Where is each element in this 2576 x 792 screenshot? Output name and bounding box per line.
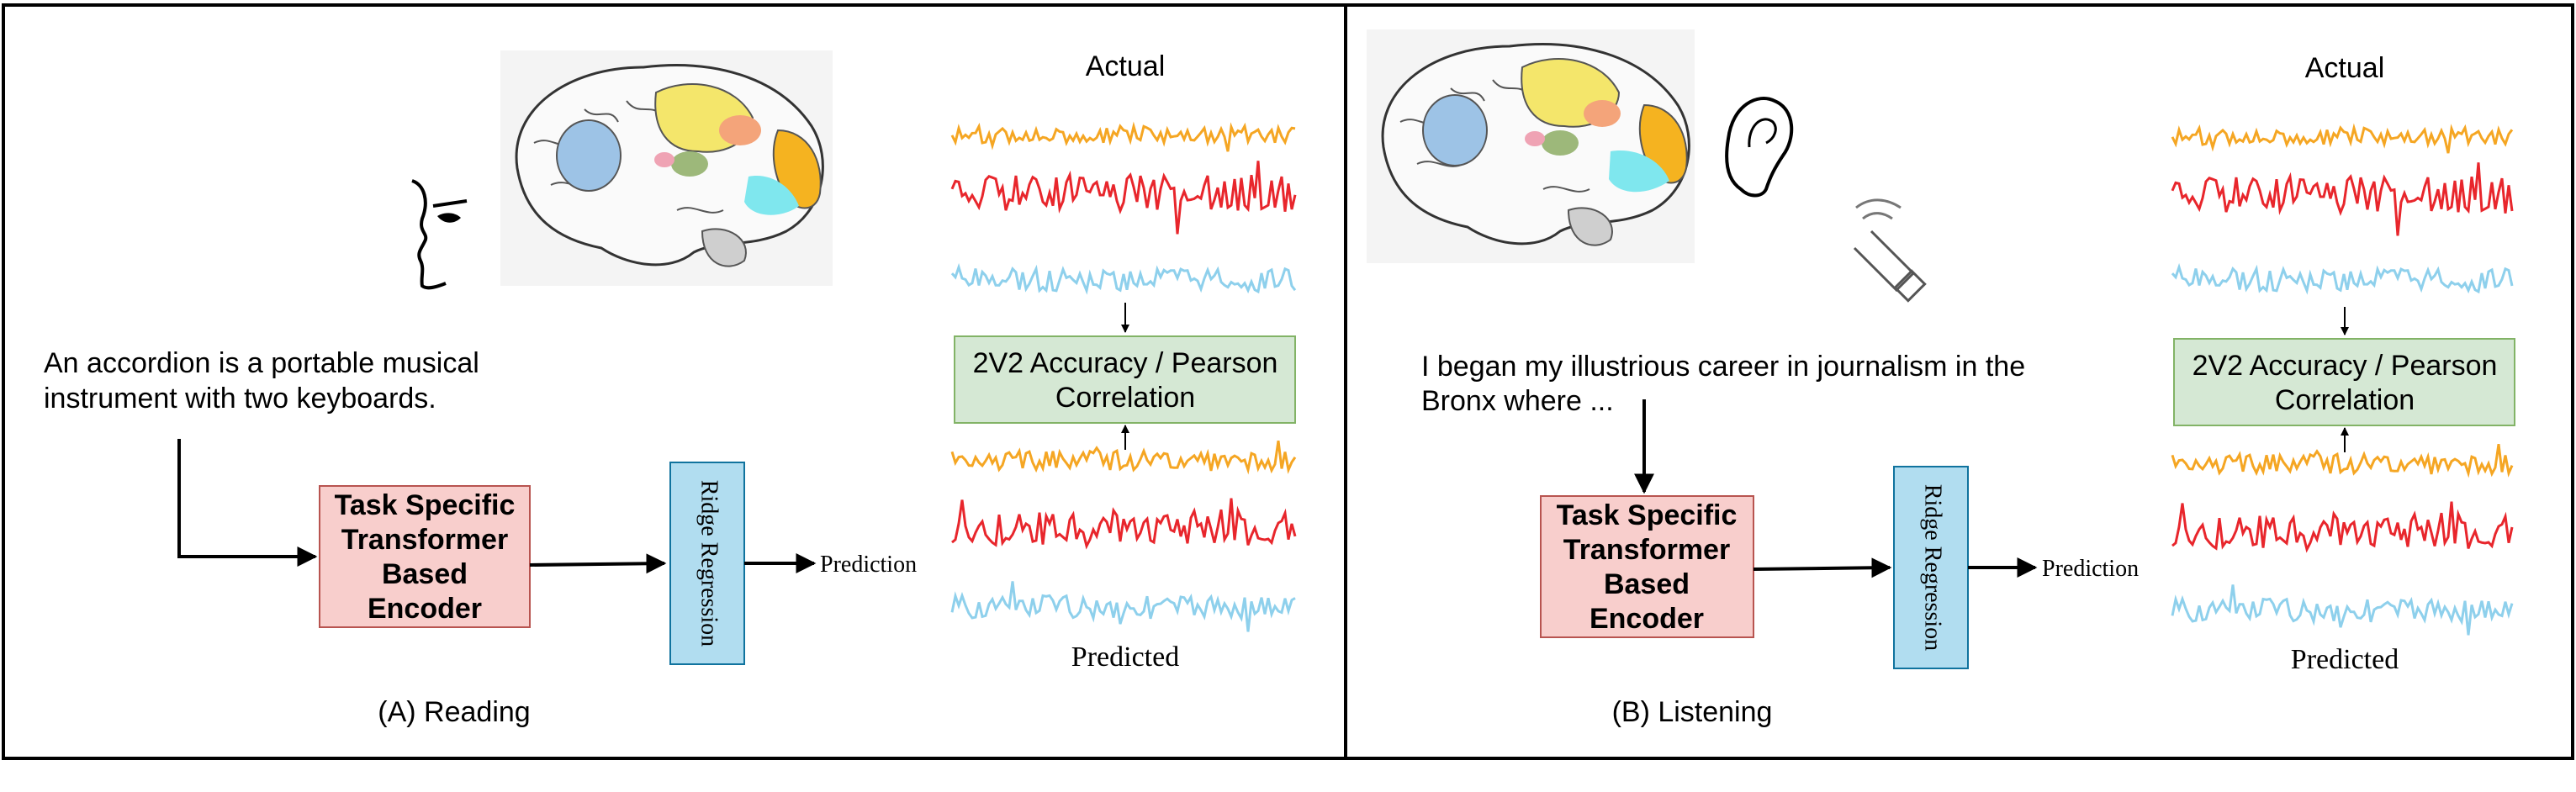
metric-label-line-2-listening: Correlation <box>2275 384 2415 416</box>
metric-label-line-1-listening: 2V2 Accuracy / Pearson <box>2193 350 2498 382</box>
actual-signal-orange <box>950 121 1296 152</box>
brain-illustration-listening <box>1367 29 1695 263</box>
actual-signal-blue <box>950 262 1297 295</box>
stimulus-text-line-1: An accordion is a portable musical <box>44 347 479 379</box>
stimulus-text-line-2-listening: Bronx where ... <box>1421 385 1614 417</box>
encoder-box <box>319 485 531 628</box>
predicted-signal-orange <box>950 440 1297 475</box>
eye-face-icon <box>411 179 468 290</box>
encoder-label-line-4-listening: Encoder <box>1590 603 1704 635</box>
arrow-encoder-to-regression-listening <box>1753 557 1892 578</box>
predicted-signals-listening <box>2171 443 2514 636</box>
predicted-label: Predicted <box>1071 642 1179 673</box>
panel-listening: I began my illustrious career in journal… <box>1367 29 2515 728</box>
ridge-regression-label-listening: Ridge Regression <box>1920 484 1946 651</box>
predicted-signal-orange-listening <box>2171 443 2514 478</box>
actual-signal-red-listening <box>2171 162 2514 236</box>
prediction-label-listening: Prediction <box>2042 556 2139 582</box>
predicted-signal-blue-listening <box>2171 584 2514 636</box>
metric-label-line-1: 2V2 Accuracy / Pearson <box>973 347 1278 379</box>
ridge-regression-label: Ridge Regression <box>696 480 722 647</box>
actual-signal-red <box>950 161 1297 235</box>
encoder-label-line-2-listening: Transformer <box>1563 534 1730 566</box>
actual-signal-blue-listening <box>2171 262 2514 295</box>
predicted-signal-blue <box>950 581 1296 632</box>
encoder-label-line-2: Transformer <box>341 524 508 556</box>
encoder-label-line-4: Encoder <box>368 593 482 625</box>
panel-caption-listening: (B) Listening <box>1612 696 1773 728</box>
actual-signals-listening <box>2171 123 2514 295</box>
arrow-stimulus-to-encoder <box>177 439 318 567</box>
panel-caption-reading: (A) Reading <box>378 696 530 728</box>
figure-frame <box>2 3 2574 760</box>
actual-signals <box>950 121 1297 295</box>
panel-reading: An accordion is a portable musical instr… <box>44 50 1297 728</box>
ear-icon <box>1725 97 1794 198</box>
stimulus-text-line-2: instrument with two keyboards. <box>44 383 436 414</box>
metric-box <box>954 335 1296 424</box>
brain-illustration <box>500 50 833 286</box>
arrow-encoder-to-regression <box>529 553 667 574</box>
encoder-label-line-1-listening: Task Specific <box>1557 499 1738 531</box>
metric-label-line-2: Correlation <box>1055 382 1195 414</box>
predicted-label-listening: Predicted <box>2291 644 2399 675</box>
prediction-label: Prediction <box>820 552 917 578</box>
predicted-signals <box>950 440 1297 632</box>
encoder-label-line-3: Based <box>382 558 468 590</box>
ridge-regression-box-listening <box>1893 466 1969 669</box>
actual-signal-orange-listening <box>2171 123 2514 154</box>
metric-box-listening <box>2173 338 2515 426</box>
predicted-signal-red <box>951 498 1297 550</box>
actual-label: Actual <box>1086 50 1166 82</box>
actual-label-listening: Actual <box>2305 52 2385 84</box>
encoder-label-line-1: Task Specific <box>335 489 516 521</box>
encoder-box-listening <box>1540 495 1754 638</box>
encoder-label-line-3-listening: Based <box>1604 568 1690 600</box>
speaker-icon <box>1853 198 1927 303</box>
ridge-regression-box <box>669 462 745 665</box>
predicted-signal-red-listening <box>2171 501 2514 553</box>
stimulus-text-line-1-listening: I began my illustrious career in journal… <box>1421 351 2025 383</box>
